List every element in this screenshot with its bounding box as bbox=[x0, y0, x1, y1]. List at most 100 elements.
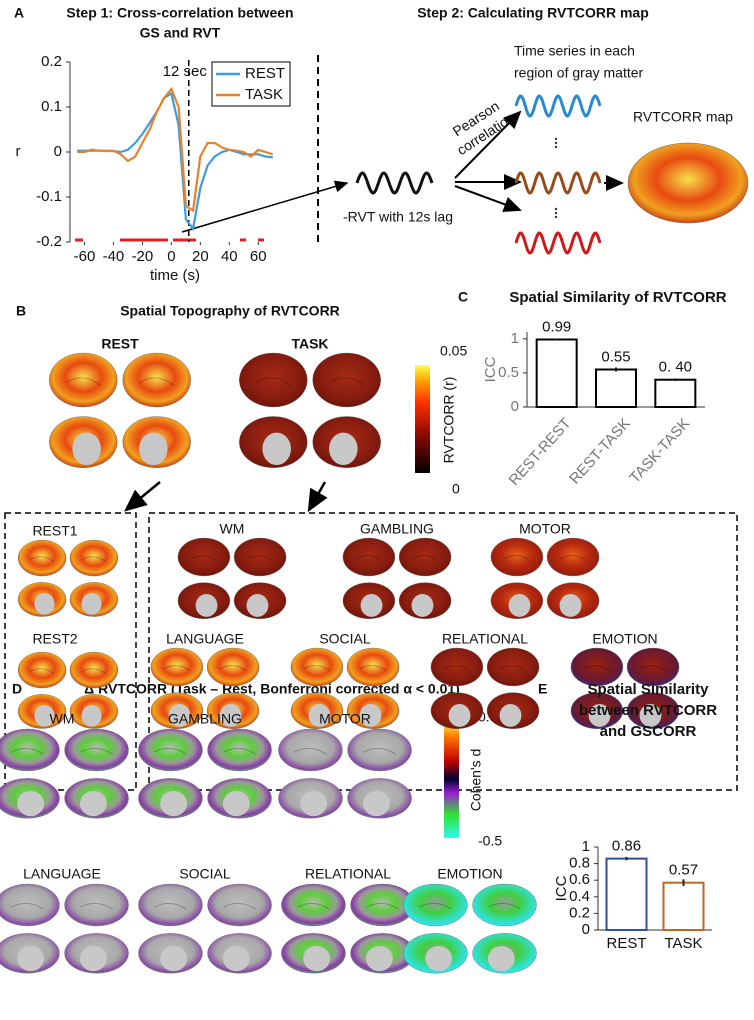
task-label: EMOTION bbox=[437, 866, 502, 882]
chart-title: Spatial Similarity of RVTCORR bbox=[509, 289, 726, 306]
brain-sulcus bbox=[503, 555, 531, 562]
timeseries-label: region of gray matter bbox=[514, 65, 644, 81]
brain-lateral bbox=[17, 651, 67, 689]
brain-medial-wall bbox=[411, 594, 434, 617]
brain-lateral bbox=[570, 647, 624, 687]
brain-lateral bbox=[64, 728, 129, 772]
brain-sulcus bbox=[419, 902, 452, 910]
brain-lateral bbox=[347, 728, 412, 772]
brain-sulcus bbox=[559, 555, 587, 562]
brain-sulcus bbox=[639, 665, 667, 672]
bar bbox=[595, 368, 637, 408]
brain-sulcus bbox=[246, 555, 274, 562]
legend-label: TASK bbox=[245, 86, 283, 103]
chart-title: and GSCORR bbox=[600, 723, 697, 740]
y-tick-label: 0.4 bbox=[569, 888, 590, 905]
step2-title: Step 2: Calculating RVTCORR map bbox=[417, 5, 649, 21]
step1-title: Step 1: Cross-correlation between bbox=[66, 5, 293, 21]
panel-label: B bbox=[16, 303, 26, 319]
x-tick-label: 0 bbox=[167, 248, 175, 265]
brain-lateral bbox=[0, 883, 60, 927]
brain-sulcus bbox=[488, 902, 521, 910]
chart-title: between RVTCORR bbox=[579, 702, 717, 719]
legend-label: REST bbox=[245, 65, 285, 82]
brain-medial-wall bbox=[365, 945, 393, 972]
panel-title: Spatial Topography of RVTCORR bbox=[120, 303, 340, 319]
brain-lateral bbox=[546, 537, 600, 577]
chart-title: Spatial Similarity bbox=[588, 681, 710, 698]
brain-sulcus bbox=[80, 747, 113, 755]
group-label: TASK bbox=[291, 336, 328, 352]
brain-medial-wall bbox=[17, 790, 45, 817]
task-label: RELATIONAL bbox=[305, 866, 391, 882]
time-series bbox=[514, 171, 602, 195]
brain-medial-wall bbox=[359, 704, 382, 727]
y-axis-label: r bbox=[16, 143, 21, 160]
x-tick-label: TASK-TASK bbox=[626, 415, 693, 487]
brain-sulcus bbox=[81, 668, 107, 675]
panel-label: C bbox=[458, 289, 468, 305]
y-tick-label: 0 bbox=[511, 398, 519, 415]
brain-medial-wall bbox=[34, 593, 55, 615]
brain-sulcus bbox=[443, 665, 471, 672]
brain-sulcus bbox=[29, 668, 55, 675]
brain-medial-wall bbox=[81, 705, 102, 727]
task-label: LANGUAGE bbox=[166, 631, 244, 647]
annotation: 12 sec bbox=[163, 63, 208, 80]
brain-medial-wall bbox=[79, 790, 107, 817]
task-label: SOCIAL bbox=[319, 631, 371, 647]
brain-medial-wall bbox=[195, 594, 218, 617]
colorbar-min: -0.5 bbox=[478, 833, 502, 849]
ellipsis bbox=[554, 137, 558, 219]
brain-medial-wall bbox=[448, 704, 471, 727]
arrow bbox=[454, 185, 522, 212]
x-tick-label: REST-REST bbox=[506, 415, 575, 489]
timeseries-label: Time series in each bbox=[514, 43, 635, 59]
map-label: RVTCORR map bbox=[633, 109, 733, 125]
brain-medial-wall bbox=[168, 704, 191, 727]
brain-lateral bbox=[233, 537, 287, 577]
brain-medial-wall bbox=[139, 432, 168, 466]
time-series bbox=[514, 94, 602, 118]
panel-label: D bbox=[12, 681, 22, 697]
run-label: REST2 bbox=[32, 631, 77, 647]
y-tick-label: 0.2 bbox=[41, 53, 62, 70]
brain-medial-wall bbox=[360, 594, 383, 617]
value-label: 0.99 bbox=[542, 318, 571, 335]
value-label: 0.57 bbox=[669, 862, 698, 879]
colorbar-label: Cohen's d bbox=[468, 749, 484, 812]
task-label: WM bbox=[50, 711, 75, 727]
brain-medial-wall bbox=[72, 432, 101, 466]
brain-medial-wall bbox=[303, 945, 331, 972]
brain-medial-wall bbox=[588, 704, 611, 727]
x-tick-label: 60 bbox=[250, 248, 267, 265]
y-axis-label: ICC bbox=[553, 875, 570, 901]
brain-lateral bbox=[0, 728, 60, 772]
brain-sulcus bbox=[163, 665, 191, 672]
brain-medial-wall bbox=[246, 594, 269, 617]
brain-sulcus bbox=[80, 902, 113, 910]
colorbar bbox=[415, 365, 430, 473]
panel-label: A bbox=[14, 5, 24, 21]
brain-medial-wall bbox=[508, 594, 531, 617]
task-label: SOCIAL bbox=[179, 866, 231, 882]
brain-medial-wall bbox=[300, 790, 328, 817]
y-tick-label: 0.2 bbox=[569, 904, 590, 921]
brain-sulcus bbox=[359, 665, 387, 672]
x-tick-label: -20 bbox=[132, 248, 154, 265]
rvt-label: -RVT with 12s lag bbox=[343, 209, 453, 225]
brain-lateral bbox=[64, 883, 129, 927]
brain-lateral bbox=[150, 647, 204, 687]
brain-sulcus bbox=[355, 555, 383, 562]
x-tick-label: REST-TASK bbox=[566, 415, 634, 487]
task-label: GAMBLING bbox=[360, 521, 434, 537]
brain-medial-wall bbox=[308, 704, 331, 727]
brain-medial-wall bbox=[222, 945, 250, 972]
brain-lateral bbox=[281, 883, 346, 927]
task-label: GAMBLING bbox=[168, 711, 242, 727]
brain-lateral bbox=[138, 728, 203, 772]
colorbar-max: 0.05 bbox=[440, 343, 467, 359]
brain-lateral bbox=[398, 537, 452, 577]
bar bbox=[662, 881, 705, 932]
brain-sulcus bbox=[154, 902, 187, 910]
